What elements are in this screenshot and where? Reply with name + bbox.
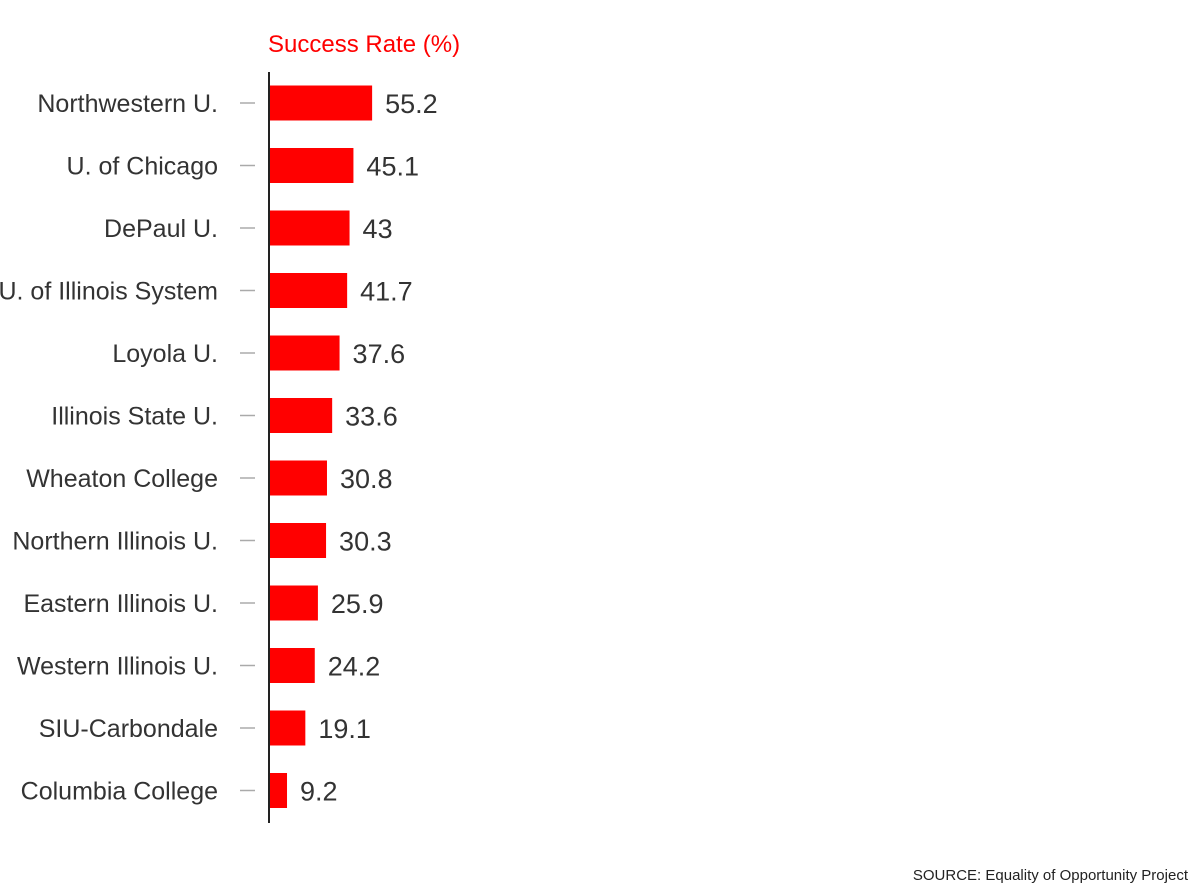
category-label: Northwestern U. [37,90,218,118]
category-label: U. of Illinois System [0,278,218,306]
category-label: Wheaton College [26,465,218,493]
category-label: Northern Illinois U. [12,528,218,556]
bar [270,460,327,496]
category-label: Loyola U. [112,340,218,368]
data-label: 45.1 [366,152,419,182]
bar [270,148,354,183]
data-label: 37.6 [353,339,406,369]
data-label: 41.7 [360,277,413,307]
data-label: 19.1 [318,714,371,744]
data-label: 30.3 [339,527,392,557]
bar [270,648,315,683]
series-title: Success Rate (%) [268,31,460,58]
data-label: 43 [363,214,393,244]
data-label: 30.8 [340,464,393,494]
bar [270,335,340,371]
category-label: U. of Chicago [67,153,218,181]
category-label: SIU-Carbondale [39,715,218,743]
bars-group: Northwestern U. 55.2 U. of Chicago 45.1 DePa… [0,85,438,808]
data-label: 25.9 [331,589,384,619]
data-label: 24.2 [328,652,381,682]
data-label: 33.6 [345,402,398,432]
category-label: DePaul U. [104,215,218,243]
category-label: Illinois State U. [51,403,218,431]
bar [270,85,373,121]
category-label: Columbia College [21,778,218,806]
bar [270,710,306,746]
data-label: 55.2 [385,89,438,119]
data-label: 9.2 [300,777,338,807]
bar [270,523,327,558]
bar [270,773,288,808]
bar [270,210,350,246]
source-note: SOURCE: Equality of Opportunity Project [912,867,1188,884]
bar [270,273,348,308]
bar [270,585,318,621]
bar [270,398,333,433]
category-label: Eastern Illinois U. [23,590,218,618]
category-label: Western Illinois U. [17,653,218,681]
